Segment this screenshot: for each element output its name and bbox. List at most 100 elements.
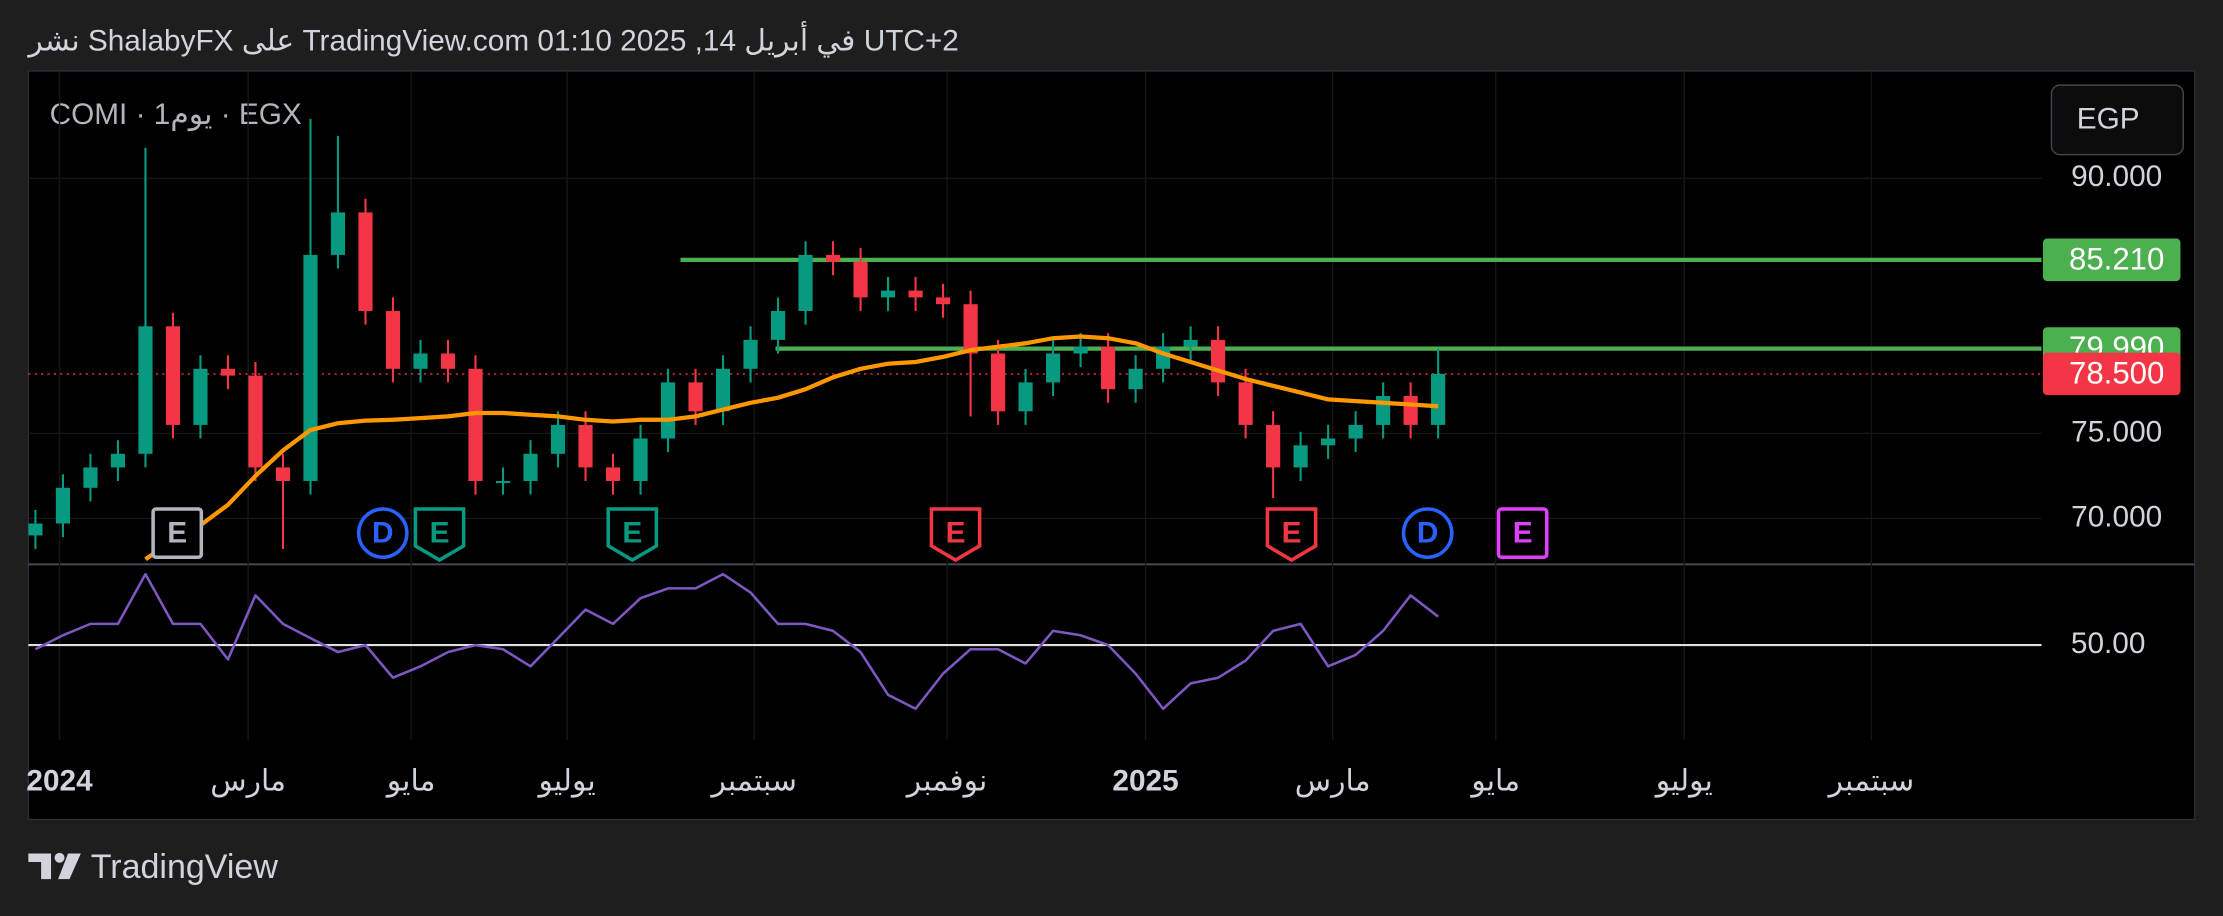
- candle-body: [468, 368, 483, 482]
- candle-body: [880, 290, 896, 298]
- candle-body: [825, 254, 841, 262]
- x-tick-label: مايو: [385, 765, 436, 798]
- candle-body: [248, 375, 263, 468]
- candle-body: [1238, 382, 1253, 425]
- candle-body: [165, 326, 181, 425]
- event-label[interactable]: E: [622, 516, 642, 549]
- x-tick-label: يوليو: [537, 765, 596, 798]
- candle-body: [1431, 373, 1446, 425]
- candle-body: [1018, 382, 1033, 412]
- logo-mark: [28, 853, 52, 880]
- candle-body: [770, 310, 786, 340]
- candle-body: [1046, 353, 1061, 383]
- candle-body: [660, 382, 676, 439]
- y-tick-label: 90.000: [2071, 160, 2162, 193]
- earnings-marker[interactable]: [413, 507, 466, 563]
- y-tick-label: 70.000: [2071, 500, 2162, 533]
- candle-body: [1183, 339, 1198, 347]
- x-tick-label: يوليو: [1654, 765, 1713, 798]
- candle-body: [138, 326, 153, 454]
- candle-body: [55, 487, 71, 524]
- event-label[interactable]: D: [1417, 516, 1439, 549]
- candle-body: [83, 467, 98, 488]
- event-label[interactable]: E: [1282, 516, 1302, 549]
- candle-body: [1128, 368, 1143, 390]
- candle-body: [1348, 424, 1363, 439]
- candle-body: [330, 212, 346, 255]
- x-tick-label: نوفمبر: [905, 765, 988, 798]
- candle-body: [743, 339, 758, 369]
- candle-body: [1376, 396, 1391, 425]
- x-tick-label: سبتمبر: [709, 765, 797, 798]
- earnings-marker[interactable]: [929, 507, 982, 563]
- candle-body: [1403, 396, 1418, 425]
- candle-body: [935, 297, 951, 305]
- candle-body: [798, 254, 813, 311]
- y2-tick-label: 50.00: [2071, 627, 2146, 660]
- dividend-marker[interactable]: [356, 507, 409, 560]
- candle-body: [358, 212, 373, 311]
- footer-brand: TradingView: [91, 848, 279, 886]
- logo-mark: [54, 852, 65, 863]
- event-label[interactable]: D: [372, 516, 394, 549]
- event-label[interactable]: E: [430, 516, 450, 549]
- earnings-marker[interactable]: [151, 507, 204, 560]
- candle-body: [1101, 346, 1116, 390]
- symbol: COMI · 1يوم · EGX: [50, 98, 302, 131]
- candle-body: [990, 353, 1006, 412]
- candle-body: [523, 453, 538, 482]
- candle-body: [1321, 438, 1336, 446]
- y-tick-label: 75.000: [2071, 415, 2162, 448]
- candle-body: [688, 382, 703, 412]
- dividend-marker[interactable]: [1401, 507, 1454, 560]
- candle-body: [633, 438, 648, 482]
- candle-body: [193, 368, 208, 425]
- x-tick-label: 2024: [26, 765, 93, 798]
- x-tick-label: سبتمبر: [1827, 765, 1915, 798]
- event-label[interactable]: E: [167, 516, 187, 549]
- currency-button[interactable]: [2050, 84, 2185, 156]
- price-tag: [2042, 352, 2181, 396]
- chart-area: [27, 70, 2196, 821]
- candle-body: [578, 424, 593, 468]
- candle-body: [495, 481, 511, 484]
- price-tag-label: 78.500: [2069, 356, 2164, 391]
- candle-body: [853, 261, 868, 298]
- currency[interactable]: EGP: [2077, 102, 2140, 135]
- candle-body: [908, 290, 923, 298]
- logo-mark: [58, 853, 81, 880]
- candle-body: [1293, 445, 1308, 468]
- candle-body: [1211, 339, 1226, 383]
- x-tick-label: مايو: [1469, 765, 1520, 798]
- candle-body: [715, 368, 731, 412]
- earnings-marker[interactable]: [1265, 507, 1318, 563]
- earnings-marker[interactable]: [606, 507, 659, 563]
- candle-body: [605, 467, 621, 482]
- candle-body: [413, 353, 428, 369]
- candle-body: [28, 523, 43, 536]
- price-tag: [2042, 238, 2181, 282]
- candle-body: [385, 310, 401, 369]
- earnings-marker[interactable]: [1496, 507, 1549, 560]
- x-tick-label: 2025: [1112, 765, 1178, 798]
- candle-body: [220, 368, 236, 376]
- candle-body: [110, 453, 126, 468]
- candle-body: [1266, 424, 1281, 468]
- candle-body: [440, 353, 456, 369]
- candle-body: [303, 254, 318, 482]
- header: نشر ShalabyFX على TradingView.com 01:10 …: [26, 19, 958, 58]
- candle-body: [275, 467, 291, 482]
- candle-body: [1073, 346, 1088, 354]
- event-label[interactable]: E: [946, 516, 966, 549]
- x-tick-label: مارس: [210, 765, 286, 798]
- candle-body: [550, 424, 566, 454]
- candle-body: [963, 304, 978, 354]
- event-label[interactable]: E: [1513, 516, 1533, 549]
- moving-average: [144, 334, 1439, 561]
- logo: [28, 852, 81, 880]
- rsi-line: [34, 572, 1439, 711]
- x-tick-label: مارس: [1295, 765, 1371, 798]
- price-tag-label: 85.210: [2069, 241, 2164, 276]
